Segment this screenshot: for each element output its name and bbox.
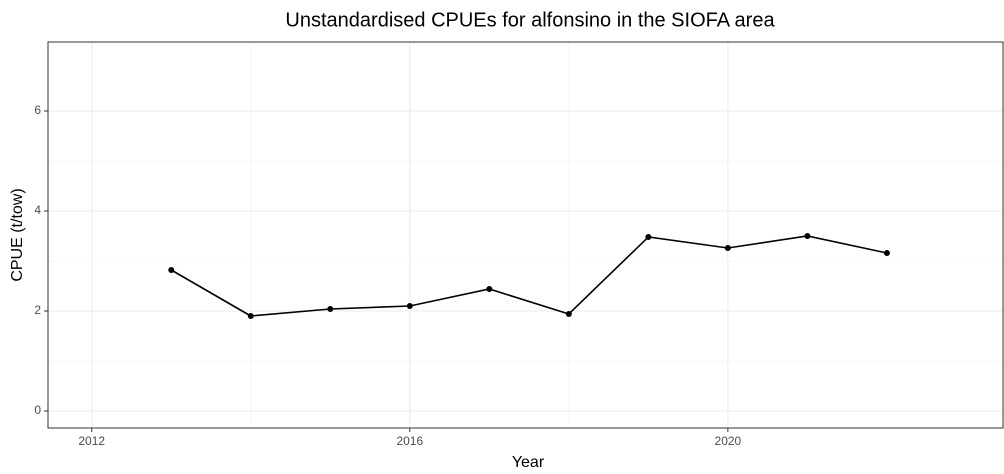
x-tick-label: 2016 [396,434,423,448]
y-tick-label: 6 [34,103,41,117]
point [486,286,493,292]
point [406,303,413,309]
point [724,245,731,251]
y-axis-label: CPUE (t/tow) [9,188,26,281]
x-axis-label: Year [512,454,545,471]
point [645,234,652,240]
chart-title: Unstandardised CPUEs for alfonsino in th… [285,9,775,31]
y-tick-label: 2 [34,303,41,317]
point [883,250,890,256]
y-tick-label: 4 [34,203,41,217]
line [170,235,888,317]
point [247,313,254,319]
y-tick-label: 0 [34,403,41,417]
panel-border [47,41,1004,429]
x-tick-label: 2020 [715,434,742,448]
point [168,267,175,273]
x-tick-label: 2012 [78,434,105,448]
point [327,306,334,312]
point [804,233,811,239]
point [565,311,572,317]
